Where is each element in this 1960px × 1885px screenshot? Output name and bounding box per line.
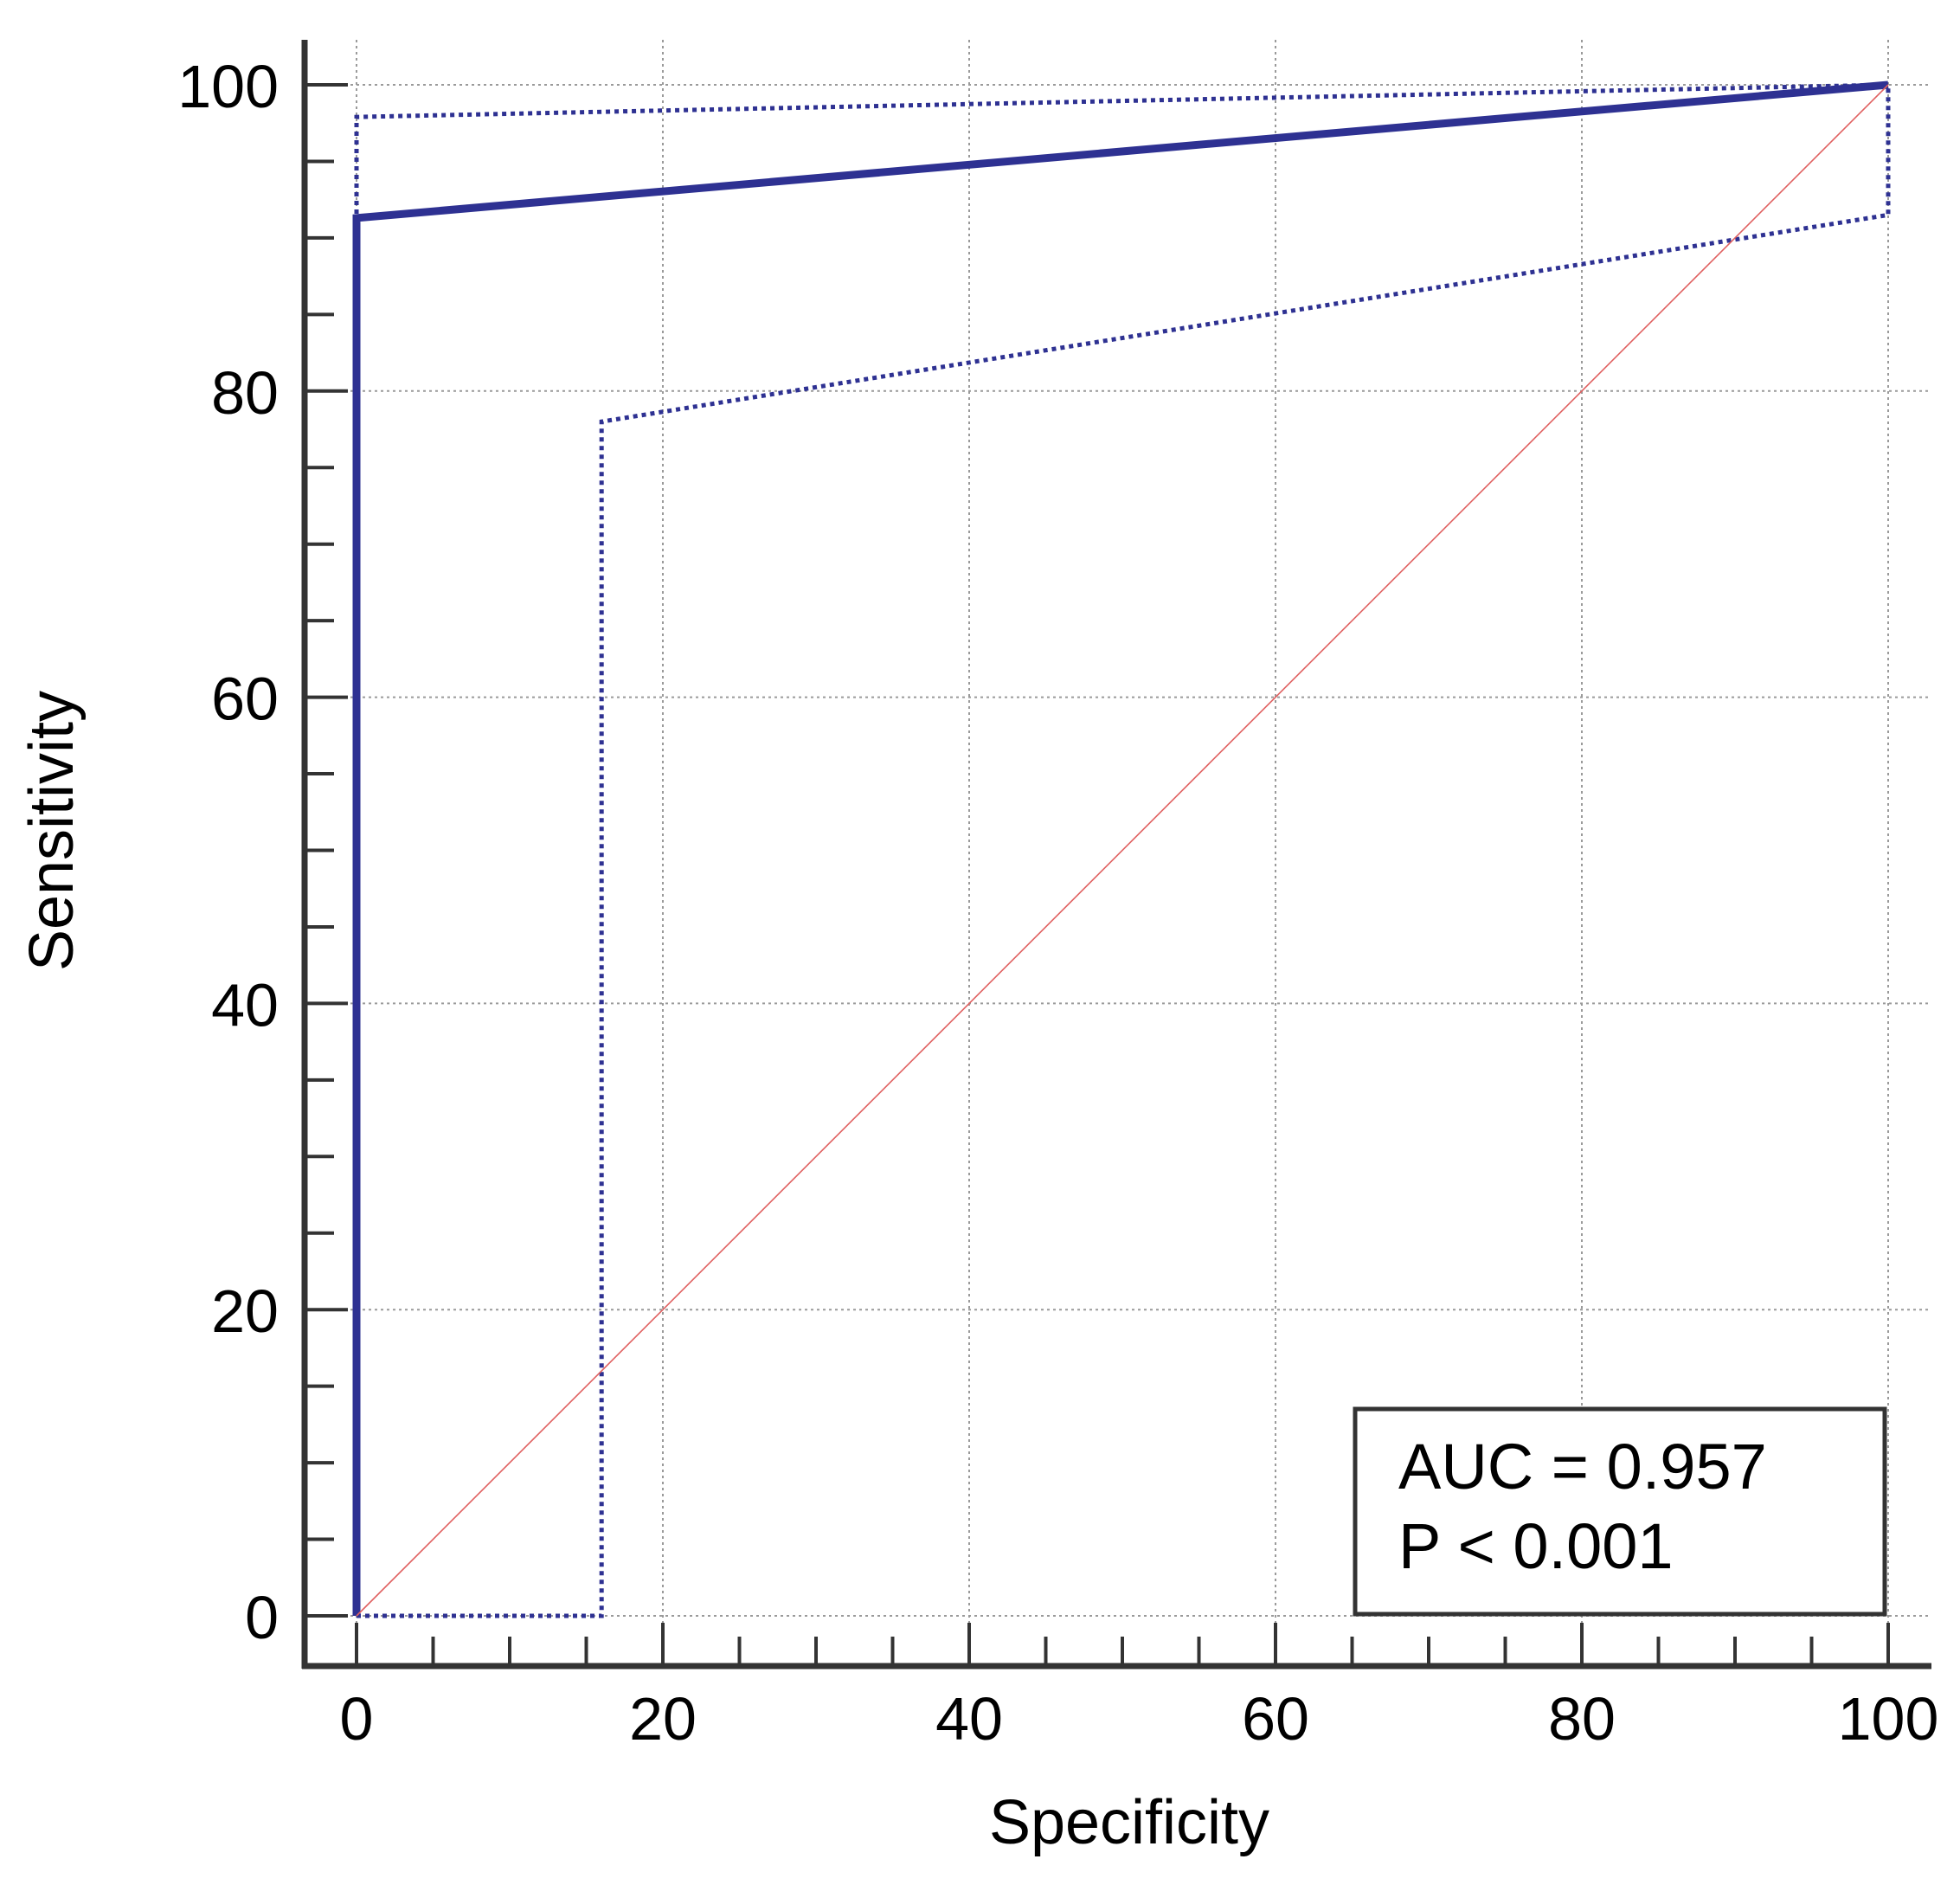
y-tick-label: 100 (177, 53, 279, 120)
x-tick-label: 40 (935, 1685, 1003, 1753)
x-axis-label: Specificity (989, 1788, 1269, 1857)
x-tick-label: 100 (1838, 1685, 1939, 1753)
confidence-bound-2 (357, 85, 1891, 1618)
auc-value-text: AUC = 0.957 (1398, 1431, 1767, 1502)
y-tick-label: 0 (245, 1584, 279, 1651)
roc-curve (352, 80, 1889, 1616)
x-tick-label: 80 (1548, 1685, 1616, 1753)
y-tick-label: 60 (211, 666, 279, 733)
y-axis-label: Sensitivity (17, 691, 87, 971)
x-tick-label: 0 (340, 1685, 374, 1753)
annotation-frame (1353, 1406, 1887, 1617)
annotation-box: AUC = 0.957 P < 0.001 (1353, 1406, 1887, 1617)
series-layer (352, 80, 1891, 1618)
y-tick-label: 20 (211, 1277, 279, 1345)
x-tick-label: 20 (629, 1685, 697, 1753)
confidence-bound-1 (354, 82, 1889, 1616)
p-value-text: P < 0.001 (1398, 1510, 1674, 1582)
labels-layer: Specificity Sensitivity (17, 691, 1269, 1857)
reference-diagonal (356, 84, 1889, 1617)
grid-layer (308, 40, 1931, 1663)
y-tick-label: 40 (211, 971, 279, 1039)
x-tick-label: 60 (1242, 1685, 1309, 1753)
y-tick-label: 80 (211, 359, 279, 427)
ticks-layer: 0 20 40 60 80 100 0 20 40 60 80 100 (177, 53, 1938, 1753)
